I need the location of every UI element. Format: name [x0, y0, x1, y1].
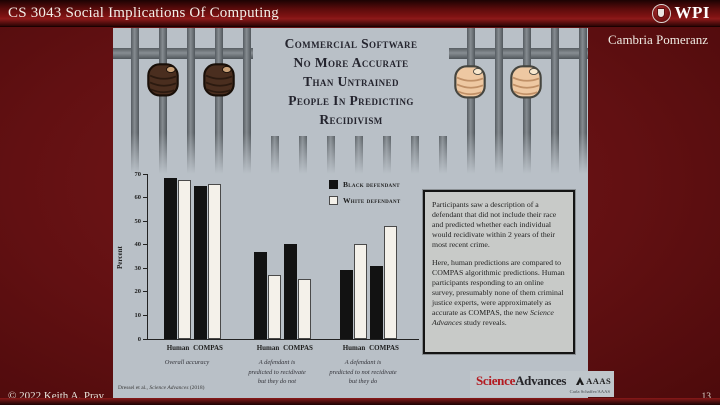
y-axis-tick — [143, 244, 148, 246]
description-paragraph-2: Here, human predictions are compared to … — [432, 258, 565, 327]
aaas-logo: AAAS — [576, 376, 611, 386]
y-axis-tick — [143, 173, 148, 175]
group-caption: A defendant is predicted to recidivate b… — [248, 359, 306, 386]
chart-bar-white-defendant — [178, 179, 191, 339]
chart-legend: Black defendant White defendant — [329, 180, 401, 205]
prison-bar — [187, 28, 195, 178]
chart-bar-white-defendant — [298, 279, 311, 339]
y-axis-tick — [143, 267, 148, 269]
legend-item-white-defendant: White defendant — [329, 196, 401, 205]
dark-skinned-fist-icon — [200, 55, 238, 103]
chart-bar-black-defendant — [284, 243, 297, 339]
chart-bar-white-defendant — [384, 226, 397, 339]
prison-bar — [159, 28, 167, 178]
y-axis-tick-label: 0 — [137, 335, 141, 343]
prison-bar — [523, 28, 531, 178]
y-axis-tick — [143, 220, 148, 222]
y-axis-tick — [143, 197, 148, 199]
group-caption: Overall accuracy — [164, 359, 210, 366]
y-axis-tick-label: 30 — [134, 264, 142, 272]
chart-y-axis-label: Percent — [116, 246, 124, 270]
bar-pair-label: COMPAS — [193, 344, 223, 352]
wpi-wordmark: WPI — [674, 3, 710, 22]
photo-credit: Carla Schaffer/AAAS — [569, 389, 610, 394]
recidivism-infographic: Commercial Software No More Accurate Tha… — [113, 28, 588, 398]
y-axis-tick-label: 40 — [134, 241, 142, 249]
y-axis-tick-label: 50 — [134, 217, 142, 225]
chart-bar-black-defendant — [370, 266, 383, 339]
chart-bar-white-defendant — [354, 244, 367, 339]
chart-bar-black-defendant — [164, 178, 177, 339]
group-caption: A defendant is predicted to not recidiva… — [329, 359, 397, 386]
light-skinned-fist-icon — [451, 57, 489, 105]
author-name: Cambria Pomeranz — [608, 32, 708, 47]
prison-bar — [467, 28, 475, 178]
chart-bar-white-defendant — [268, 274, 281, 339]
bar-pair-label: COMPAS — [283, 344, 313, 352]
y-axis-tick-label: 10 — [134, 311, 142, 319]
bar-pair-label: Human — [342, 344, 366, 352]
prison-bar — [243, 28, 251, 178]
dark-skinned-fist-icon — [144, 55, 182, 103]
wpi-logo: WPI — [651, 3, 711, 23]
description-paragraph-1: Participants saw a description of a defe… — [432, 200, 557, 249]
light-skinned-fist-icon — [507, 57, 545, 105]
chart-bar-black-defendant — [254, 251, 267, 339]
y-axis-tick — [143, 314, 148, 316]
prison-bar — [131, 28, 139, 178]
study-description-box: Participants saw a description of a defe… — [422, 189, 576, 355]
wpi-seal-icon — [651, 3, 671, 23]
y-axis-tick-label: 20 — [134, 288, 142, 296]
bar-pair-label: Human — [166, 344, 190, 352]
y-axis-tick-label: 60 — [134, 194, 142, 202]
prison-bar — [495, 28, 503, 178]
bar-pair-label: Human — [256, 344, 280, 352]
chart-citation: Dressel et al., Science Advances (2018) — [118, 385, 205, 391]
aaas-logo-icon — [576, 377, 585, 385]
prison-bar — [215, 28, 223, 178]
y-axis-tick — [143, 338, 148, 340]
black-defendant-swatch-icon — [329, 180, 338, 189]
bar-pair-label: COMPAS — [369, 344, 399, 352]
science-advances-logo: Science Advances AAAS Carla Schaffer/AAAS — [470, 371, 614, 397]
infographic-title-block: Commercial Software No More Accurate Tha… — [253, 28, 449, 136]
legend-item-black-defendant: Black defendant — [329, 180, 401, 189]
science-advances-wordmark: Science — [476, 373, 516, 388]
page-number: 13 — [701, 392, 712, 402]
white-defendant-swatch-icon — [329, 196, 338, 205]
header-bar: CS 3043 Social Implications Of Computing… — [0, 0, 720, 27]
footer-bar — [0, 398, 720, 405]
chart-plot-area: 0 10 20 30 40 50 60 70 Human COMPAS Overall accura… — [135, 171, 419, 385]
course-title: CS 3043 Social Implications Of Computing — [8, 4, 279, 21]
y-axis-tick-label: 70 — [134, 170, 142, 178]
chart-bar-black-defendant — [194, 186, 207, 339]
y-axis-tick — [143, 291, 148, 293]
chart-bar-white-defendant — [208, 184, 221, 339]
prison-bar — [551, 28, 559, 178]
infographic-title: Commercial Software No More Accurate Tha… — [284, 36, 418, 127]
chart-bar-black-defendant — [340, 270, 353, 339]
prison-bar — [579, 28, 587, 178]
